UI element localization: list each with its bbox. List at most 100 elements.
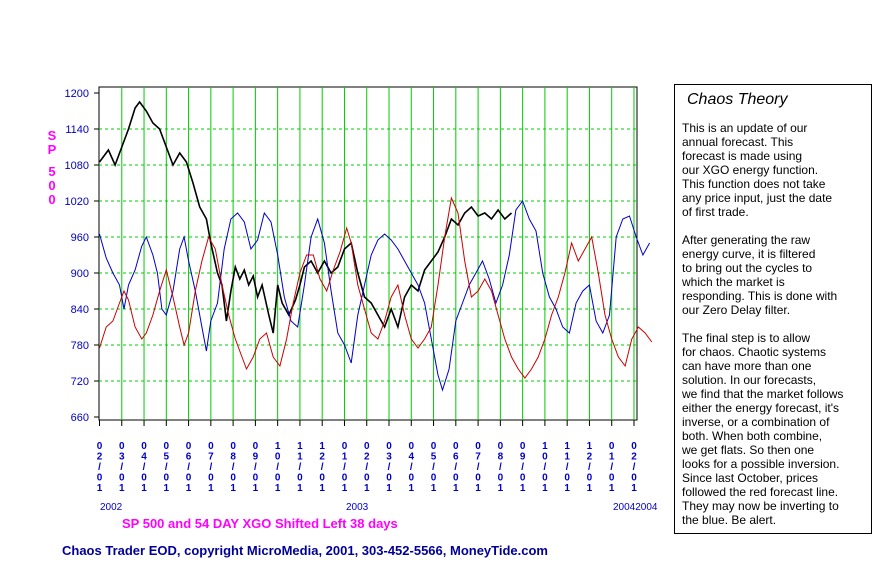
y-tick-label: 960 [71,232,89,244]
x-tick-char: 1 [431,483,437,494]
x-tick-char: 3 [119,452,125,463]
x-tick-char: 1 [342,452,348,463]
x-tick-char: / [209,462,212,473]
x-tick-char: 0 [453,441,459,452]
panel-paragraph-2: After generating the raw energy curve, i… [682,233,838,317]
plot-frame [98,86,638,421]
x-tick-char: 0 [342,441,348,452]
x-tick-char: 0 [141,441,147,452]
x-tick-char: / [588,462,591,473]
panel-title: Chaos Theory [687,91,788,108]
x-tick-char: 1 [564,452,570,463]
x-tick-char: 1 [119,483,125,494]
x-tick-char: 0 [253,473,259,484]
x-tick-char: 0 [230,441,236,452]
x-tick-char: / [343,462,346,473]
x-tick-char: 4 [408,452,414,463]
x-tick-char: 0 [275,473,281,484]
x-tick-char: 0 [475,473,481,484]
x-tick-char: 0 [119,473,125,484]
x-tick-char: 0 [587,473,593,484]
y-tick-label: 840 [71,304,89,316]
x-tick-char: 6 [453,452,459,463]
x-tick-char: 0 [342,473,348,484]
x-tick-char: 1 [186,483,192,494]
x-tick-char: / [410,462,413,473]
x-tick-char: 1 [564,441,570,452]
x-tick-char: 2 [97,452,103,463]
x-tick-char: / [566,462,569,473]
x-tick-char: 7 [208,452,214,463]
x-tick-char: 1 [342,483,348,494]
x-tick-char: 0 [208,473,214,484]
chart-grid [98,86,638,421]
x-tick-char: 0 [498,473,504,484]
x-tick-char: 0 [97,441,103,452]
x-tick-char: 0 [297,473,303,484]
x-tick-char: 1 [297,452,303,463]
x-tick-char: 0 [319,473,325,484]
x-tick-char: 0 [186,441,192,452]
y-tick-label: 780 [71,340,89,352]
chaos-theory-panel: Chaos Theory This is an update of our an… [674,84,872,534]
x-tick-char: / [388,462,391,473]
x-tick-char: 5 [431,452,437,463]
y-label-char: P [48,142,57,157]
x-tick-char: 5 [164,452,170,463]
x-tick-char: 0 [208,441,214,452]
x-axis-ticks: 02/0103/0104/0105/0106/0107/0108/0109/01… [97,420,637,494]
x-tick-char: 1 [297,483,303,494]
x-tick-char: 0 [564,473,570,484]
x-tick-char: 1 [208,483,214,494]
x-tick-char: / [544,462,547,473]
x-tick-char: 0 [453,473,459,484]
x-tick-char: 0 [431,441,437,452]
x-tick-char: / [499,462,502,473]
x-tick-char: 0 [364,473,370,484]
y-label-char: 5 [48,164,55,179]
chart-subtitle: SP 500 and 54 DAY XGO Shifted Left 38 da… [122,516,398,531]
panel-paragraph-1: This is an update of our annual forecast… [682,121,833,219]
x-tick-char: / [120,462,123,473]
x-tick-char: 0 [386,473,392,484]
x-tick-char: 0 [609,473,615,484]
x-tick-char: 0 [520,473,526,484]
x-tick-char: 0 [186,473,192,484]
x-tick-char: / [254,462,257,473]
year-label: 2002 [100,502,123,513]
x-tick-char: / [610,462,613,473]
y-tick-label: 1020 [65,196,89,208]
x-tick-char: 1 [542,441,548,452]
x-tick-char: 6 [186,452,192,463]
x-tick-char: 0 [253,441,259,452]
x-tick-char: 0 [542,452,548,463]
series-blue_forecast [99,199,651,392]
x-tick-char: 0 [230,473,236,484]
chart-series [98,100,653,392]
x-tick-char: 1 [319,441,325,452]
x-tick-char: 0 [119,441,125,452]
y-axis-ticks: 1200 1140 1080 1020 960 900 840 780 720 660 [65,88,99,424]
x-tick-char: 1 [253,483,259,494]
x-tick-char: 1 [587,441,593,452]
x-tick-char: / [477,462,480,473]
copyright-text: Chaos Trader EOD, copyright MicroMedia, … [62,543,548,558]
x-tick-char: 1 [631,483,637,494]
x-tick-char: 1 [319,483,325,494]
x-tick-char: / [521,462,524,473]
panel-paragraph-3: The final step is to allow for chaos. Ch… [682,331,844,527]
x-tick-char: 3 [386,452,392,463]
y-tick-label: 660 [71,412,89,424]
year-labels: 2002 2003 20042004 [100,502,658,513]
series-sp500 [98,100,513,334]
x-tick-char: 1 [97,483,103,494]
x-tick-char: 0 [631,473,637,484]
series-red_forecast [99,196,653,379]
x-tick-char: 1 [141,483,147,494]
x-tick-char: 1 [587,483,593,494]
x-tick-char: 0 [408,441,414,452]
x-tick-char: 1 [542,483,548,494]
x-tick-char: 1 [364,483,370,494]
x-tick-char: / [165,462,168,473]
